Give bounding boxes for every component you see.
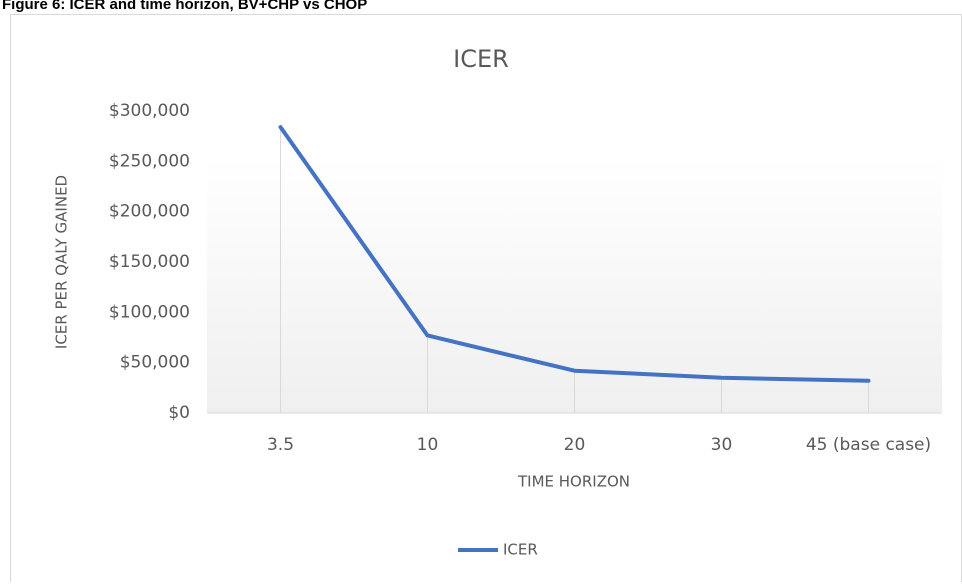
plot-area [207,111,942,413]
y-tick-label: $250,000 [109,151,190,171]
y-tick-label: $100,000 [109,302,190,322]
x-axis-title: TIME HORIZON [517,473,630,491]
y-axis-title: ICER PER QALY GAINED [53,175,71,349]
figure-caption: Figure 6: ICER and time horizon, BV+CHP … [2,0,367,13]
x-tick-label: 3.5 [267,435,294,455]
plot: $0 $50,000 $100,000 $150,000 $200,000 $250,00… [109,101,942,559]
x-tick-label: 10 [417,435,439,455]
y-tick-label: $0 [168,403,190,423]
y-tick-label: $300,000 [109,101,190,121]
x-tick-label: 20 [564,435,586,455]
data-line [278,125,871,383]
y-tick-label: $50,000 [120,353,190,373]
x-tick-label: 30 [711,435,733,455]
x-tick-label: 45 (base case) [806,435,931,455]
chart-title: ICER [453,45,509,73]
y-tick-label: $200,000 [109,202,190,222]
legend-label: ICER [503,541,538,559]
y-tick-label: $150,000 [109,252,190,272]
